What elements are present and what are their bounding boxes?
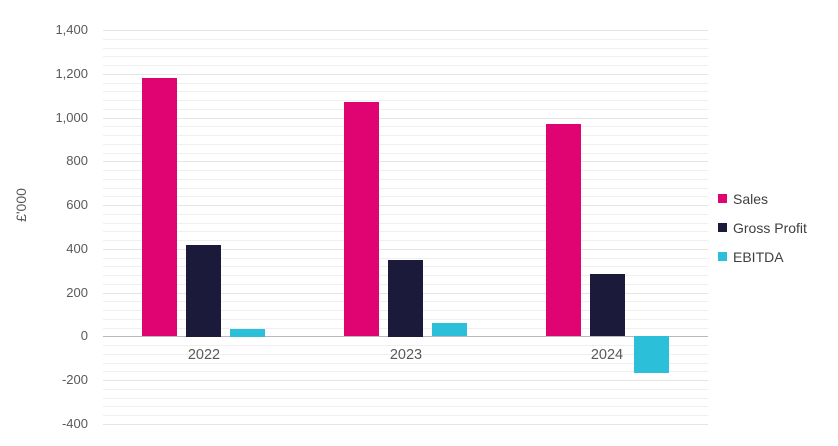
gridline bbox=[103, 249, 708, 250]
gridline bbox=[103, 231, 708, 232]
gridline bbox=[103, 144, 708, 145]
legend-swatch-sales bbox=[718, 194, 727, 203]
plot-area bbox=[103, 30, 708, 425]
gridline bbox=[103, 100, 708, 101]
x-category-label: 2022 bbox=[187, 347, 221, 363]
y-tick-label: 200 bbox=[66, 285, 88, 300]
y-tick-label: 0 bbox=[80, 328, 88, 343]
gridline bbox=[103, 48, 708, 49]
gridline bbox=[103, 196, 708, 197]
bar-gross-profit-2024 bbox=[590, 274, 625, 336]
gridline bbox=[103, 109, 708, 110]
y-tick-label: 800 bbox=[66, 153, 88, 168]
gridline bbox=[103, 398, 708, 399]
gridline bbox=[103, 380, 708, 381]
gridline bbox=[103, 153, 708, 154]
gridline bbox=[103, 214, 708, 215]
gridline bbox=[103, 205, 708, 206]
y-tick-label: -200 bbox=[61, 372, 88, 387]
gridline bbox=[103, 126, 708, 127]
bar-sales-2022 bbox=[142, 78, 177, 336]
gridline bbox=[103, 363, 708, 364]
legend-label: Gross Profit bbox=[733, 219, 807, 236]
y-axis-title: £'000 bbox=[13, 188, 29, 222]
gridline bbox=[103, 30, 708, 31]
gridline bbox=[103, 39, 708, 40]
x-category-label: 2023 bbox=[389, 347, 423, 363]
legend-label: Sales bbox=[733, 190, 769, 207]
bar-sales-2023 bbox=[344, 102, 379, 336]
gridline bbox=[103, 179, 708, 180]
y-tick-label: 400 bbox=[66, 241, 88, 256]
gridline bbox=[103, 240, 708, 241]
gridline bbox=[103, 415, 708, 416]
y-tick-label: 600 bbox=[66, 197, 88, 212]
gridline bbox=[103, 118, 708, 119]
gridline bbox=[103, 258, 708, 259]
legend-swatch-ebitda bbox=[718, 252, 727, 261]
x-category-label: 2024 bbox=[590, 347, 624, 363]
legend: Sales Gross Profit EBITDA bbox=[718, 184, 807, 271]
gridline bbox=[103, 65, 708, 66]
gridline bbox=[103, 91, 708, 92]
gridline bbox=[103, 345, 708, 346]
gridline bbox=[103, 56, 708, 57]
gridline bbox=[103, 424, 708, 425]
gridline bbox=[103, 188, 708, 189]
gridline bbox=[103, 354, 708, 355]
gridline bbox=[103, 371, 708, 372]
y-tick-label: -400 bbox=[61, 416, 88, 431]
gridline bbox=[103, 135, 708, 136]
bar-gross-profit-2022 bbox=[186, 245, 221, 337]
gridline bbox=[103, 83, 708, 84]
legend-item-sales: Sales bbox=[718, 184, 807, 213]
bar-ebitda-2023 bbox=[432, 323, 467, 336]
bar-sales-2024 bbox=[546, 124, 581, 336]
gridline bbox=[103, 161, 708, 162]
gridline bbox=[103, 389, 708, 390]
legend-item-gross-profit: Gross Profit bbox=[718, 213, 807, 242]
gridline bbox=[103, 406, 708, 407]
legend-swatch-gross-profit bbox=[718, 223, 727, 232]
bar-ebitda-2024 bbox=[634, 336, 669, 373]
bar-gross-profit-2023 bbox=[388, 260, 423, 337]
y-tick-label: 1,200 bbox=[55, 66, 88, 81]
y-tick-label: 1,400 bbox=[55, 22, 88, 37]
y-tick-label: 1,000 bbox=[55, 110, 88, 125]
bar-ebitda-2022 bbox=[230, 329, 265, 337]
gridline bbox=[103, 170, 708, 171]
gridline bbox=[103, 74, 708, 75]
gridline bbox=[103, 223, 708, 224]
legend-label: EBITDA bbox=[733, 248, 784, 265]
legend-item-ebitda: EBITDA bbox=[718, 242, 807, 271]
